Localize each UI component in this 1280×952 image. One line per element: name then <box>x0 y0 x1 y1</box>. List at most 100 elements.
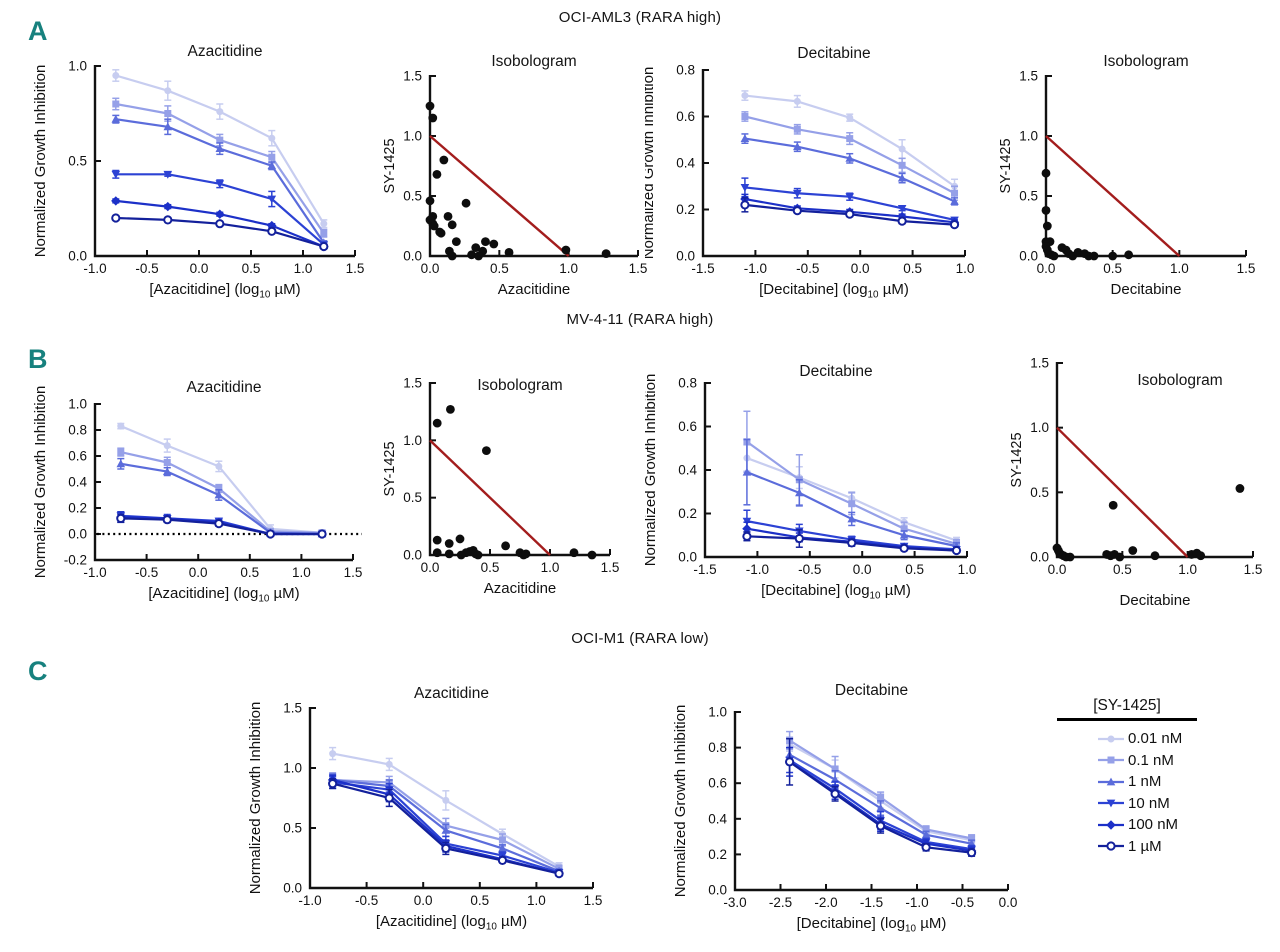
svg-text:Azacitidine: Azacitidine <box>188 43 263 60</box>
chart-oci-aml3-decitabine-dose: -1.5 -1.0 -0.5 0.0 0.5 1.0 0.0 0.2 0.4 0.6 0.8 Deci… <box>645 30 987 322</box>
svg-text:0.6: 0.6 <box>708 776 727 791</box>
svg-text:Decitabine: Decitabine <box>799 363 872 380</box>
plot-svg-c2: -3.0 -2.5 -2.0 -1.5 -1.0 -0.5 0.0 0.0 0.2 0.4 0.6 0… <box>672 682 1018 935</box>
svg-text:-0.5: -0.5 <box>135 565 158 580</box>
svg-text:Decitabine: Decitabine <box>797 45 870 62</box>
svg-text:1.0: 1.0 <box>541 560 560 575</box>
svg-text:1.0: 1.0 <box>294 261 313 276</box>
svg-text:0.0: 0.0 <box>189 565 208 580</box>
svg-text:Isobologram: Isobologram <box>491 53 576 70</box>
svg-text:0.0: 0.0 <box>68 249 87 264</box>
legend-item: 0.1 nM <box>1097 750 1270 772</box>
series-1-µM <box>742 529 962 556</box>
svg-text:-0.5: -0.5 <box>796 261 819 276</box>
svg-text:1.0: 1.0 <box>68 59 87 74</box>
svg-text:Normalized Growth Inhibition: Normalized Growth Inhibition <box>32 65 49 258</box>
svg-text:-1.0: -1.0 <box>746 562 769 577</box>
svg-text:Azacitidine: Azacitidine <box>498 281 571 298</box>
svg-text:-1.5: -1.5 <box>693 562 716 577</box>
svg-text:0.0: 0.0 <box>421 261 440 276</box>
legend-item: 10 nM <box>1097 793 1270 815</box>
svg-text:1.0: 1.0 <box>708 705 727 720</box>
svg-text:SY-1425: SY-1425 <box>382 441 398 496</box>
svg-text:0.5: 0.5 <box>903 261 922 276</box>
chart-oci-m1-azacitidine-dose: -1.0 -0.5 0.0 0.5 1.0 1.5 0.0 0.5 1.0 1.5 Azacitid… <box>230 665 622 952</box>
svg-text:1.0: 1.0 <box>527 893 546 908</box>
svg-text:0.5: 0.5 <box>403 189 422 204</box>
svg-text:0.0: 0.0 <box>708 883 727 898</box>
legend-label: 10 nM <box>1128 794 1170 812</box>
svg-text:-1.0: -1.0 <box>744 261 767 276</box>
svg-text:1.5: 1.5 <box>1237 261 1256 276</box>
svg-text:0.8: 0.8 <box>678 376 697 391</box>
svg-text:[Decitabine] (log10 µM): [Decitabine] (log10 µM) <box>759 281 909 301</box>
svg-text:-3.0: -3.0 <box>723 895 746 910</box>
chart-mv-4-11-azacitidine-isobologram: 0.0 0.5 1.0 1.5 0.0 0.5 1.0 1.5 Isobologram Azaci… <box>375 340 657 638</box>
svg-text:Normalized Growth Inhibition: Normalized Growth Inhibition <box>32 386 49 579</box>
legend-marker-triangle-down-icon <box>1097 796 1125 810</box>
legend-item: 0.01 nM <box>1097 728 1270 750</box>
svg-text:-0.5: -0.5 <box>951 895 974 910</box>
svg-text:0.0: 0.0 <box>1019 249 1038 264</box>
svg-text:-1.0: -1.0 <box>83 565 106 580</box>
svg-text:1.5: 1.5 <box>344 565 363 580</box>
svg-text:0.8: 0.8 <box>708 740 727 755</box>
svg-text:[Azacitidine] (log10 µM): [Azacitidine] (log10 µM) <box>148 585 299 605</box>
svg-text:0.0: 0.0 <box>283 881 302 896</box>
svg-text:SY-1425: SY-1425 <box>382 138 398 193</box>
series-1-µM <box>328 778 564 879</box>
svg-text:Decitabine: Decitabine <box>1111 281 1182 298</box>
legend-label: 100 nM <box>1128 816 1179 834</box>
svg-text:Isobologram: Isobologram <box>477 377 562 394</box>
plot-svg-b2: 0.0 0.5 1.0 1.5 0.0 0.5 1.0 1.5 Isobologram Azaci… <box>382 376 619 598</box>
plot-svg-a4: 0.0 0.5 1.0 1.5 0.0 0.5 1.0 1.5 Isobologram Decit… <box>998 53 1256 298</box>
svg-text:1.0: 1.0 <box>403 129 422 144</box>
svg-text:-1.0: -1.0 <box>905 895 928 910</box>
svg-text:-0.5: -0.5 <box>135 261 158 276</box>
svg-text:1.5: 1.5 <box>283 701 302 716</box>
chart-oci-m1-decitabine-dose: -3.0 -2.5 -2.0 -1.5 -1.0 -0.5 0.0 0.0 0.2 0.4 0.6 0… <box>655 665 1040 952</box>
svg-text:Isobologram: Isobologram <box>1137 372 1222 389</box>
svg-text:1.0: 1.0 <box>68 397 87 412</box>
svg-text:1.5: 1.5 <box>346 261 365 276</box>
svg-text:1.0: 1.0 <box>1030 420 1049 435</box>
svg-text:0.0: 0.0 <box>676 249 695 264</box>
plot-svg-b4: 0.0 0.5 1.0 1.5 0.0 0.5 1.0 1.5 Isobologram Decit… <box>1009 356 1263 610</box>
svg-text:0.5: 0.5 <box>490 261 509 276</box>
svg-text:0.5: 0.5 <box>240 565 259 580</box>
svg-text:1.0: 1.0 <box>1178 562 1197 577</box>
svg-text:1.5: 1.5 <box>403 376 422 391</box>
svg-text:1.5: 1.5 <box>1030 356 1049 371</box>
svg-text:Azacitidine: Azacitidine <box>484 580 557 597</box>
svg-text:0.0: 0.0 <box>403 249 422 264</box>
chart-oci-aml3-decitabine-isobologram: 0.0 0.5 1.0 1.5 0.0 0.5 1.0 1.5 Isobologram Decit… <box>990 30 1280 322</box>
svg-text:[Azacitidine] (log10 µM): [Azacitidine] (log10 µM) <box>376 913 527 933</box>
svg-text:0.0: 0.0 <box>403 548 422 563</box>
svg-text:SY-1425: SY-1425 <box>998 138 1014 193</box>
svg-text:1.5: 1.5 <box>1244 562 1263 577</box>
svg-text:[Decitabine] (log10 µM): [Decitabine] (log10 µM) <box>761 582 911 602</box>
svg-text:1.0: 1.0 <box>1170 261 1189 276</box>
svg-text:1.0: 1.0 <box>958 562 977 577</box>
svg-text:1.0: 1.0 <box>559 261 578 276</box>
svg-text:-1.5: -1.5 <box>691 261 714 276</box>
chart-mv-4-11-decitabine-dose: -1.5 -1.0 -0.5 0.0 0.5 1.0 0.0 0.2 0.4 0.6 0.8 Deci… <box>645 340 987 638</box>
chart-mv-4-11-decitabine-isobologram: 0.0 0.5 1.0 1.5 0.0 0.5 1.0 1.5 Isobologram Decit… <box>990 340 1280 648</box>
panel-letter-a: A <box>28 16 48 46</box>
svg-text:-1.0: -1.0 <box>298 893 321 908</box>
plot-svg-a1: -1.0 -0.5 0.0 0.5 1.0 1.5 0.0 0.5 1.0 Azacitidine… <box>32 43 365 301</box>
svg-text:0.8: 0.8 <box>68 423 87 438</box>
legend-item: 1 µM <box>1097 836 1270 858</box>
plot-svg-b1: -1.0 -0.5 0.0 0.5 1.0 1.5 -0.2 0.0 0.2 0.4 0.6 0.8 1… <box>32 379 363 605</box>
svg-text:0.0: 0.0 <box>414 893 433 908</box>
legend-item: 1 nM <box>1097 771 1270 793</box>
svg-text:0.0: 0.0 <box>999 895 1018 910</box>
svg-text:-0.5: -0.5 <box>355 893 378 908</box>
series-0.1-nM <box>741 111 959 201</box>
plot-svg-c1: -1.0 -0.5 0.0 0.5 1.0 1.5 0.0 0.5 1.0 1.5 Azacitid… <box>247 685 602 933</box>
chart-oci-aml3-azacitidine-dose: -1.0 -0.5 0.0 0.5 1.0 1.5 0.0 0.5 1.0 Azacitidine… <box>10 30 382 322</box>
series-0.01-nM <box>112 69 328 229</box>
svg-text:1.0: 1.0 <box>956 261 975 276</box>
series-1-µM <box>785 737 977 858</box>
